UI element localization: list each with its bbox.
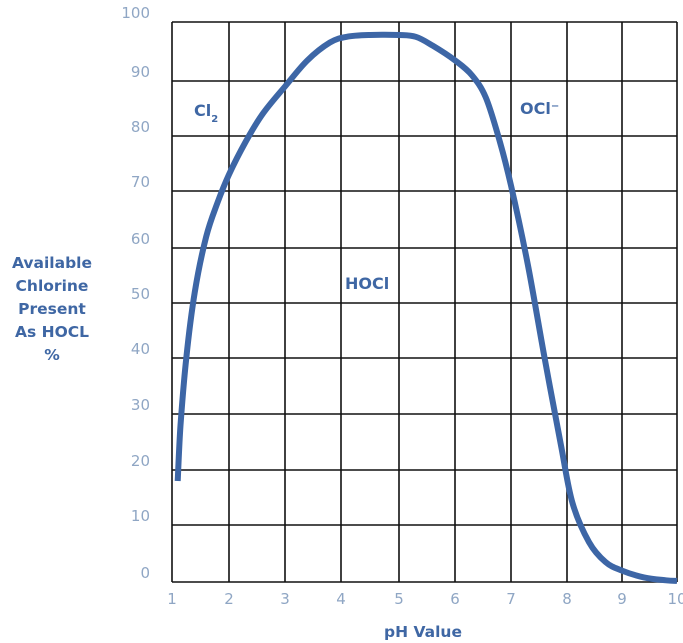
x-tick-label-8: 8 bbox=[562, 590, 572, 608]
annotation-hocl: HOCl bbox=[345, 274, 389, 293]
annotation-ocl: OCl⁻ bbox=[520, 99, 559, 118]
annotation-cl2: Cl2 bbox=[194, 101, 218, 125]
y-tick-label-70: 70 bbox=[131, 173, 150, 191]
x-tick-label-9: 9 bbox=[617, 590, 627, 608]
y-tick-label-80: 80 bbox=[131, 118, 150, 136]
grid-layer bbox=[171, 21, 678, 583]
x-tick-label-2: 2 bbox=[224, 590, 234, 608]
y-tick-label-30: 30 bbox=[131, 396, 150, 414]
x-tick-label-1: 1 bbox=[167, 590, 177, 608]
annotation-cl2-main: Cl bbox=[194, 101, 211, 120]
x-tick-label-4: 4 bbox=[336, 590, 346, 608]
y-axis-title-line-0: Available bbox=[12, 254, 92, 272]
y-tick-label-40: 40 bbox=[131, 340, 150, 358]
series-layer bbox=[174, 31, 678, 584]
y-tick-label-10: 10 bbox=[131, 507, 150, 525]
x-tick-label-6: 6 bbox=[450, 590, 460, 608]
x-axis-title: pH Value bbox=[384, 623, 462, 641]
annotation-cl2-sub: 2 bbox=[211, 114, 218, 125]
x-tick-label-5: 5 bbox=[394, 590, 404, 608]
y-axis-title-line-1: Chlorine bbox=[16, 277, 89, 295]
y-axis-title: Available Chlorine Present As HOCL% bbox=[12, 254, 92, 364]
y-axis-title-line-3: As HOCL bbox=[15, 323, 89, 341]
x-tick-label-10: 10 bbox=[667, 590, 683, 608]
y-axis-title-line-2: Present bbox=[18, 300, 86, 318]
x-tick-label-3: 3 bbox=[280, 590, 290, 608]
curve-annotations: Cl2 HOCl OCl⁻ bbox=[194, 99, 559, 293]
annotation-ocl-main: OCl⁻ bbox=[520, 99, 559, 118]
x-tick-label-7: 7 bbox=[506, 590, 516, 608]
annotation-hocl-main: HOCl bbox=[345, 274, 389, 293]
y-tick-label-0: 0 bbox=[140, 564, 150, 582]
y-tick-label-50: 50 bbox=[131, 285, 150, 303]
y-tick-label-60: 60 bbox=[131, 230, 150, 248]
series-line-0 bbox=[174, 31, 678, 584]
y-axis-title-line-4: % bbox=[44, 346, 60, 364]
y-tick-label-90: 90 bbox=[131, 63, 150, 81]
y-tick-label-100: 100 bbox=[121, 4, 150, 22]
y-tick-label-20: 20 bbox=[131, 452, 150, 470]
